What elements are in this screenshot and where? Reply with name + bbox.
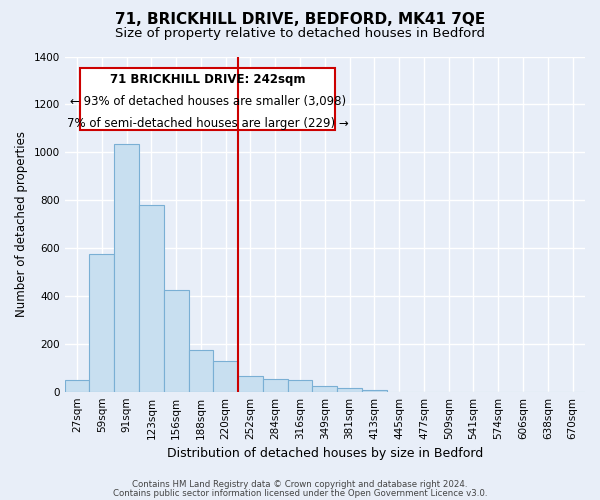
Bar: [89, 254, 114, 392]
Text: 71 BRICKHILL DRIVE: 242sqm: 71 BRICKHILL DRIVE: 242sqm: [110, 74, 305, 86]
Bar: [313, 386, 337, 392]
FancyBboxPatch shape: [80, 68, 335, 130]
Text: Size of property relative to detached houses in Bedford: Size of property relative to detached ho…: [115, 28, 485, 40]
Bar: [263, 378, 287, 392]
Text: 7% of semi-detached houses are larger (229) →: 7% of semi-detached houses are larger (2…: [67, 117, 349, 130]
Bar: [238, 376, 263, 392]
Bar: [362, 390, 387, 392]
Bar: [164, 290, 188, 392]
Y-axis label: Number of detached properties: Number of detached properties: [15, 131, 28, 317]
Bar: [337, 388, 362, 392]
Bar: [139, 205, 164, 392]
Text: Contains public sector information licensed under the Open Government Licence v3: Contains public sector information licen…: [113, 488, 487, 498]
Text: Contains HM Land Registry data © Crown copyright and database right 2024.: Contains HM Land Registry data © Crown c…: [132, 480, 468, 489]
Text: ← 93% of detached houses are smaller (3,098): ← 93% of detached houses are smaller (3,…: [70, 95, 346, 108]
X-axis label: Distribution of detached houses by size in Bedford: Distribution of detached houses by size …: [167, 447, 483, 460]
Bar: [287, 380, 313, 392]
Bar: [65, 380, 89, 392]
Text: 71, BRICKHILL DRIVE, BEDFORD, MK41 7QE: 71, BRICKHILL DRIVE, BEDFORD, MK41 7QE: [115, 12, 485, 28]
Bar: [188, 350, 214, 392]
Bar: [214, 360, 238, 392]
Bar: [114, 144, 139, 392]
